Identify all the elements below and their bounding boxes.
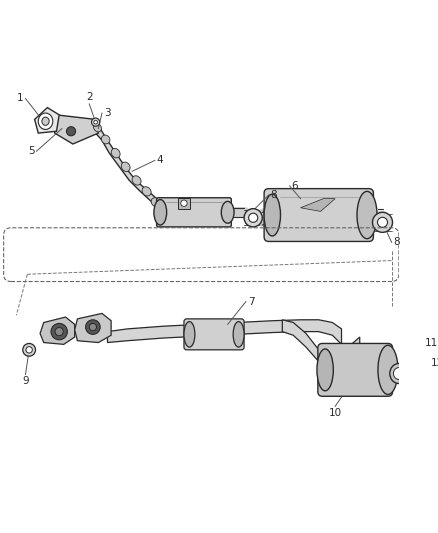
Text: 9: 9 bbox=[22, 376, 29, 386]
Text: 3: 3 bbox=[104, 108, 110, 118]
Ellipse shape bbox=[55, 327, 64, 336]
Ellipse shape bbox=[26, 346, 32, 353]
Ellipse shape bbox=[413, 374, 418, 380]
Polygon shape bbox=[340, 337, 360, 366]
FancyBboxPatch shape bbox=[184, 319, 244, 350]
Ellipse shape bbox=[38, 113, 53, 130]
Text: 2: 2 bbox=[86, 92, 92, 102]
Polygon shape bbox=[55, 115, 99, 144]
Text: 11: 11 bbox=[424, 337, 438, 348]
Ellipse shape bbox=[67, 127, 76, 136]
Polygon shape bbox=[300, 199, 335, 212]
FancyBboxPatch shape bbox=[264, 189, 373, 241]
Ellipse shape bbox=[89, 324, 96, 330]
Ellipse shape bbox=[317, 349, 333, 391]
Ellipse shape bbox=[121, 162, 130, 172]
Ellipse shape bbox=[154, 199, 167, 225]
Ellipse shape bbox=[244, 208, 262, 227]
Ellipse shape bbox=[410, 354, 417, 360]
Polygon shape bbox=[177, 198, 191, 208]
Ellipse shape bbox=[378, 217, 388, 228]
Text: 6: 6 bbox=[291, 181, 298, 191]
Text: 7: 7 bbox=[248, 296, 254, 306]
Ellipse shape bbox=[390, 364, 408, 384]
Polygon shape bbox=[283, 320, 341, 370]
Ellipse shape bbox=[111, 148, 120, 158]
Ellipse shape bbox=[132, 176, 141, 185]
FancyBboxPatch shape bbox=[318, 343, 392, 396]
Ellipse shape bbox=[51, 324, 67, 340]
Ellipse shape bbox=[184, 321, 195, 347]
Ellipse shape bbox=[372, 212, 392, 232]
Ellipse shape bbox=[151, 198, 160, 207]
Ellipse shape bbox=[357, 191, 377, 239]
Ellipse shape bbox=[101, 135, 110, 144]
Polygon shape bbox=[107, 320, 342, 344]
Text: 10: 10 bbox=[328, 408, 342, 418]
Polygon shape bbox=[95, 122, 175, 215]
Text: 8: 8 bbox=[393, 237, 400, 247]
Ellipse shape bbox=[85, 320, 100, 334]
Ellipse shape bbox=[92, 118, 100, 126]
Ellipse shape bbox=[221, 201, 234, 223]
Ellipse shape bbox=[407, 351, 420, 364]
Text: 12: 12 bbox=[431, 358, 438, 368]
Ellipse shape bbox=[378, 345, 398, 394]
Polygon shape bbox=[35, 108, 59, 133]
Ellipse shape bbox=[93, 123, 102, 132]
Polygon shape bbox=[40, 317, 74, 344]
Ellipse shape bbox=[393, 368, 404, 379]
Ellipse shape bbox=[42, 117, 49, 125]
Text: 5: 5 bbox=[28, 146, 35, 156]
FancyBboxPatch shape bbox=[157, 198, 231, 227]
Polygon shape bbox=[74, 313, 111, 343]
Ellipse shape bbox=[249, 213, 258, 222]
Text: 4: 4 bbox=[157, 156, 163, 165]
Ellipse shape bbox=[181, 200, 187, 206]
Ellipse shape bbox=[142, 187, 151, 196]
Ellipse shape bbox=[23, 343, 35, 356]
Text: 1: 1 bbox=[17, 93, 24, 103]
Ellipse shape bbox=[94, 120, 97, 124]
Ellipse shape bbox=[410, 372, 421, 383]
Ellipse shape bbox=[161, 206, 169, 214]
Ellipse shape bbox=[264, 194, 280, 236]
Ellipse shape bbox=[233, 321, 244, 347]
Text: 8: 8 bbox=[271, 190, 277, 200]
